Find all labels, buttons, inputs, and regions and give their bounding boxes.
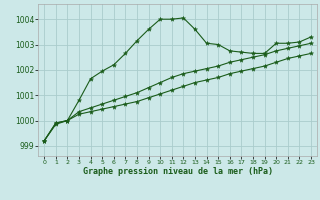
X-axis label: Graphe pression niveau de la mer (hPa): Graphe pression niveau de la mer (hPa) — [83, 167, 273, 176]
